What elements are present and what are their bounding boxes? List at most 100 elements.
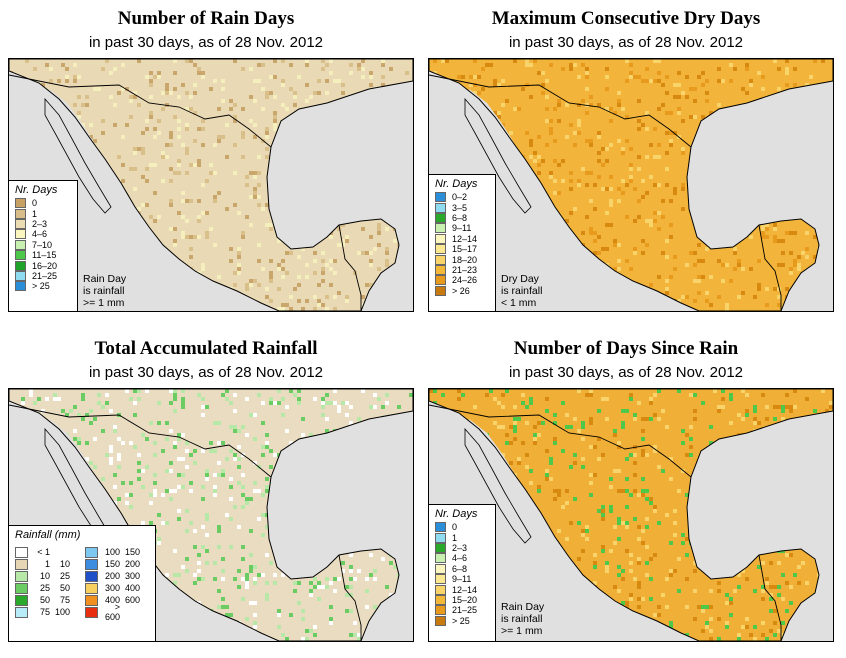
legend-range-low: 150 — [104, 559, 120, 569]
us-border — [9, 74, 272, 148]
gulf-of-california — [469, 419, 543, 535]
coastline — [9, 389, 413, 641]
legend-range-high: 600 — [124, 595, 140, 605]
map-note: Rain Day is rainfall >= 1 mm — [83, 273, 127, 309]
panel-subtitle: in past 30 days, as of 28 Nov. 2012 — [88, 34, 324, 51]
legend-label: 21–25 — [452, 605, 478, 616]
legend-item: 50 75 — [15, 594, 70, 606]
legend-swatch — [435, 233, 446, 244]
legend-swatch — [435, 532, 446, 543]
guatemala-border — [338, 224, 362, 311]
panel-subtitle: in past 30 days, as of 28 Nov. 2012 — [508, 34, 744, 51]
guatemala-border — [758, 554, 782, 641]
legend-range-high: 100 — [54, 607, 70, 617]
legend-swatch — [85, 606, 98, 618]
legend-item: 2–3 — [429, 542, 495, 553]
legend-swatch — [85, 546, 98, 558]
legend-item: 2–3 — [9, 218, 77, 229]
legend-swatch — [15, 218, 26, 229]
us-border — [429, 74, 692, 148]
legend-item: 1 — [9, 208, 77, 219]
legend-item: 0–2 — [429, 192, 495, 203]
map-canvas — [9, 389, 413, 641]
coastline — [429, 59, 833, 311]
legend-item: 24–26 — [429, 275, 495, 286]
panel-title: Number of Days Since Rain — [513, 338, 739, 359]
legend-label: 7–10 — [32, 239, 53, 250]
legend-label: > 25 — [452, 615, 470, 626]
legend-range-low: 300 — [104, 583, 120, 593]
legend-item: 75 100 — [15, 606, 70, 618]
legend-item: 9–11 — [429, 223, 495, 234]
legend-item: 6–8 — [429, 212, 495, 223]
legend-item: 10 25 — [15, 570, 70, 582]
legend-label: 1 — [32, 208, 38, 219]
legend-swatch — [15, 239, 26, 250]
legend-swatch — [15, 250, 26, 261]
legend-swatch — [435, 542, 446, 553]
legend-item: 25 50 — [15, 582, 70, 594]
legend-swatch — [435, 563, 446, 574]
panel-subtitle: in past 30 days, as of 28 Nov. 2012 — [508, 364, 744, 381]
legend-swatch — [435, 574, 446, 585]
us-border — [429, 404, 692, 478]
legend-item: 1 — [429, 532, 495, 543]
panel-title: Number of Rain Days — [117, 8, 295, 29]
legend-item: 0 — [9, 198, 77, 209]
legend-swatch — [435, 275, 446, 286]
map-canvas — [429, 59, 833, 311]
legend-item: 3–5 — [429, 202, 495, 213]
legend-swatch — [435, 202, 446, 213]
legend-label: 24–26 — [452, 275, 478, 286]
legend-item: 11–15 — [9, 250, 77, 261]
legend-swatch — [435, 264, 446, 275]
legend-swatch — [15, 260, 26, 271]
panel-subtitle: in past 30 days, as of 28 Nov. 2012 — [88, 364, 324, 381]
baja-coast — [464, 97, 532, 214]
legend-swatch — [435, 605, 446, 616]
legend-range-low: 10 — [39, 571, 50, 581]
legend-swatch — [15, 270, 26, 281]
legend-item: 4–6 — [429, 553, 495, 564]
legend-range-low: > 600 — [104, 602, 120, 622]
legend-item: 400 600 — [85, 594, 140, 606]
legend-title: Rainfall (mm) — [15, 529, 81, 541]
legend-swatch — [435, 212, 446, 223]
legend-swatch — [435, 615, 446, 626]
legend-swatch — [435, 522, 446, 533]
us-border — [9, 404, 272, 478]
legend-swatch — [435, 254, 446, 265]
legend-title: Nr. Days — [15, 184, 58, 196]
legend-swatch — [435, 223, 446, 234]
legend-label: 9–11 — [452, 574, 472, 585]
legend-swatch — [15, 198, 26, 209]
legend-label: 11–15 — [32, 250, 57, 261]
legend-item: 21–25 — [429, 605, 495, 616]
guatemala-border — [758, 224, 782, 311]
legend-label: 0 — [452, 522, 458, 533]
legend-item: 21–25 — [9, 270, 77, 281]
map-note: Rain Day is rainfall >= 1 mm — [501, 601, 545, 637]
legend-label: 0–2 — [452, 192, 468, 203]
legend-swatch — [435, 244, 446, 255]
legend-swatch — [15, 546, 28, 558]
legend-swatch — [15, 229, 26, 240]
legend-item: 21–23 — [429, 264, 495, 275]
legend-label: 21–25 — [32, 270, 58, 281]
baja-coast — [44, 97, 112, 214]
legend-range-high: 10 — [59, 559, 70, 569]
gulf-of-california — [49, 89, 123, 205]
legend-label: 2–3 — [32, 218, 48, 229]
legend-label: 21–23 — [452, 264, 478, 275]
legend-item: 150 200 — [85, 558, 140, 570]
legend-range-low: 200 — [104, 571, 120, 581]
legend-item: > 25 — [9, 281, 77, 292]
legend-swatch — [435, 594, 446, 605]
legend-swatch — [15, 606, 28, 618]
legend-swatch — [15, 582, 28, 594]
legend-item: 18–20 — [429, 254, 495, 265]
legend-range-low: 50 — [39, 595, 50, 605]
legend-range-high: 75 — [59, 595, 70, 605]
panel-dry-days: Maximum Consecutive Dry Days in past 30 … — [420, 0, 834, 320]
map-days-since-rain: Nr. Days 0 1 2–3 4–6 6–8 9–11 12–14 15–20 21–25 >… — [428, 388, 834, 642]
